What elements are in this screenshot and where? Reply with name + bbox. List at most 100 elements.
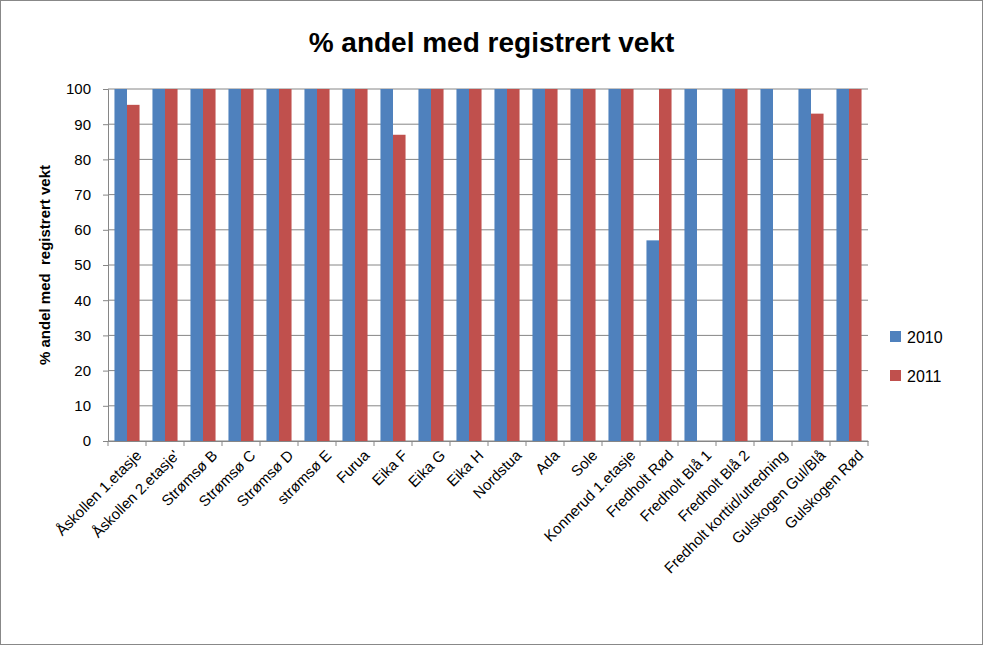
chart-frame — [1, 1, 983, 645]
grid-line — [108, 265, 868, 266]
x-category-tick — [716, 441, 717, 446]
x-category-tick — [412, 441, 413, 446]
x-category-tick — [678, 441, 679, 446]
y-tick-label: 90 — [74, 116, 91, 133]
bar — [811, 114, 824, 441]
grid-line — [108, 159, 868, 160]
x-category-tick — [754, 441, 755, 446]
x-tick: Eika F — [368, 441, 410, 489]
bar — [570, 89, 583, 441]
bar — [684, 89, 697, 441]
x-category-tick — [488, 441, 489, 446]
bar — [114, 89, 127, 441]
x-category-tick — [222, 441, 223, 446]
grid-line — [108, 194, 868, 195]
x-category-tick — [564, 441, 565, 446]
bar — [393, 135, 406, 441]
bar — [152, 89, 165, 441]
y-tick: 90 — [74, 116, 108, 133]
y-tick-mark — [103, 89, 108, 90]
bar — [418, 89, 431, 441]
x-category-tick — [526, 441, 527, 446]
x-category-tick — [108, 441, 109, 446]
y-tick: 30 — [74, 327, 108, 344]
chart: 0102030405060708090100Åskollen 1.etasjeÅ… — [0, 0, 983, 645]
bar — [456, 89, 469, 441]
bar — [608, 89, 621, 441]
x-tick: Furua — [333, 441, 373, 486]
bar — [722, 89, 735, 441]
bar — [266, 89, 279, 441]
x-tick-label: Gulskogen Rød — [781, 446, 867, 532]
bar — [279, 89, 292, 441]
grid-line — [108, 335, 868, 336]
bars — [114, 89, 861, 441]
bar — [836, 89, 849, 441]
title: % andel med registrert vekt — [309, 27, 675, 58]
y-tick-mark — [103, 195, 108, 196]
grid-line — [108, 229, 868, 230]
bar — [760, 89, 773, 441]
x-category-tick — [602, 441, 603, 446]
y-tick-mark — [103, 124, 108, 125]
bar — [304, 89, 317, 441]
bar — [203, 89, 216, 441]
grid-line — [108, 89, 868, 90]
x-category-tick — [260, 441, 261, 446]
y-tick-label: 80 — [74, 151, 91, 168]
bar — [646, 240, 659, 441]
x-tick-label: Furua — [333, 446, 373, 486]
y-tick-label: 40 — [74, 292, 91, 309]
y-tick-mark — [103, 265, 108, 266]
y-tick-label: 10 — [74, 397, 91, 414]
legend-swatch — [890, 370, 901, 381]
x-category-tick — [792, 441, 793, 446]
legend-item: 2010 — [890, 329, 943, 346]
legend-swatch — [890, 331, 901, 342]
y-tick-mark — [103, 230, 108, 231]
y-axis: 0102030405060708090100 — [66, 80, 109, 449]
x-tick-label: strømsø E — [274, 446, 335, 507]
y-tick: 40 — [74, 292, 108, 309]
bar — [583, 89, 596, 441]
legend: 2010 2011 — [890, 329, 943, 385]
bar — [494, 89, 507, 441]
bar — [431, 89, 444, 441]
x-category-tick — [184, 441, 185, 446]
x-category-tick — [830, 441, 831, 446]
x-category-tick — [374, 441, 375, 446]
y-tick-mark — [103, 335, 108, 336]
y-tick-label: 0 — [83, 432, 91, 449]
bar — [659, 89, 672, 441]
bar — [532, 89, 545, 441]
y-tick-label: 50 — [74, 256, 91, 273]
bar — [380, 89, 393, 441]
x-category-tick — [336, 441, 337, 446]
y-tick: 60 — [74, 221, 108, 238]
bar — [228, 89, 241, 441]
y-tick-mark — [103, 406, 108, 407]
legend-label: 2010 — [907, 329, 943, 346]
y-tick: 20 — [74, 362, 108, 379]
y-tick: 0 — [83, 432, 108, 449]
y-tick-mark — [103, 300, 108, 301]
y-tick: 80 — [74, 151, 108, 168]
y-tick-label: 70 — [74, 186, 91, 203]
bar — [798, 89, 811, 441]
grid-line — [108, 124, 868, 125]
y-tick-mark — [103, 371, 108, 372]
y-tick: 70 — [74, 186, 108, 203]
bar — [355, 89, 368, 441]
x-tick: Nordstua — [469, 441, 525, 502]
bar — [545, 89, 558, 441]
grid-line — [108, 405, 868, 406]
bar — [342, 89, 355, 441]
y-tick-mark — [103, 159, 108, 160]
x-tick: Eika G — [405, 441, 449, 490]
y-tick-label: 30 — [74, 327, 91, 344]
legend-label: 2011 — [907, 368, 942, 385]
x-category-tick — [146, 441, 147, 446]
x-category-tick — [640, 441, 641, 446]
bar — [849, 89, 862, 441]
x-tick-label: Eika F — [368, 446, 410, 488]
